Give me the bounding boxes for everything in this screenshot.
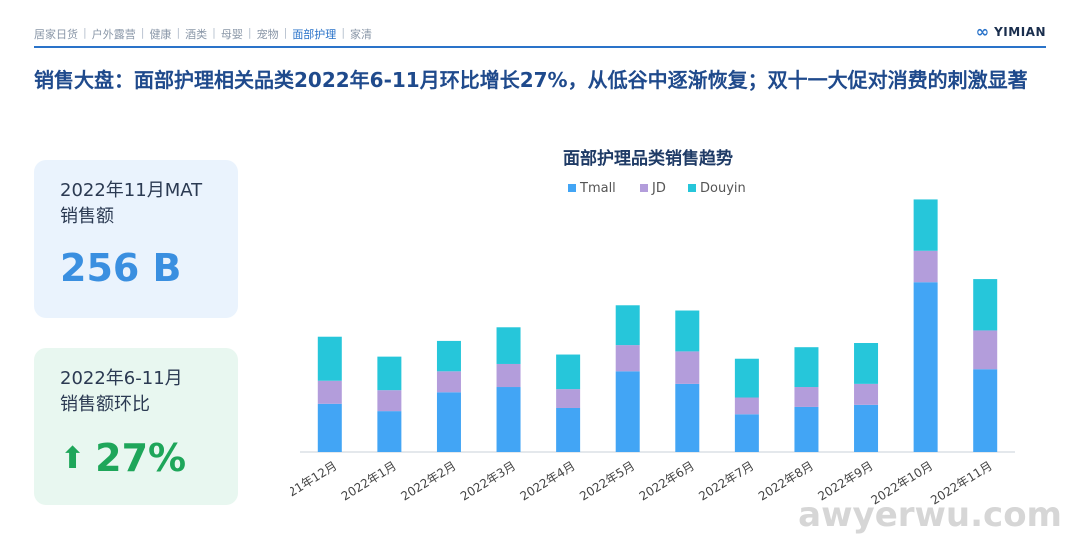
bar-jd xyxy=(734,397,759,415)
bar-tmall xyxy=(913,282,938,452)
bar-tmall xyxy=(675,383,700,452)
nav-item[interactable]: 家清 xyxy=(350,28,373,41)
bar-jd xyxy=(675,351,700,384)
bar-tmall xyxy=(436,392,461,452)
kpi-value: 27% xyxy=(95,436,187,480)
page-headline: 销售大盘：面部护理相关品类2022年6-11月环比增长27%，从低谷中逐渐恢复；… xyxy=(34,68,1028,92)
logo: ∞ YIMIAN xyxy=(976,22,1046,41)
bar-jd xyxy=(496,363,521,388)
bar-tmall xyxy=(496,387,521,452)
legend-swatch xyxy=(688,184,696,192)
bar-tmall xyxy=(377,411,402,452)
bar-douyin xyxy=(615,305,640,346)
bar-tmall xyxy=(854,404,879,452)
bar-douyin xyxy=(436,340,461,372)
nav-item[interactable]: 健康 xyxy=(149,28,172,41)
up-arrow-icon: ⬆ xyxy=(60,440,86,476)
kpi-label-line1: 2022年6-11月 xyxy=(60,368,183,389)
x-tick-label: 2022年1月 xyxy=(339,459,399,504)
legend-swatch xyxy=(568,184,576,192)
bar-jd xyxy=(615,345,640,372)
bar-douyin xyxy=(854,343,879,384)
logo-mark-icon: ∞ xyxy=(975,22,990,41)
nav-separator: | xyxy=(341,26,346,39)
x-tick-label: 2022年7月 xyxy=(696,459,756,504)
x-tick-label: 2022年4月 xyxy=(518,459,578,504)
chart-title: 面部护理品类销售趋势 xyxy=(563,148,733,169)
bar-tmall xyxy=(615,371,640,452)
bar-douyin xyxy=(973,279,998,331)
bar-jd xyxy=(854,383,879,405)
bar-jd xyxy=(436,371,461,393)
nav-item[interactable]: 户外露营 xyxy=(91,28,136,41)
nav-item[interactable]: 宠物 xyxy=(256,28,279,41)
bar-tmall xyxy=(317,403,342,452)
legend-swatch xyxy=(640,184,648,192)
bar-jd xyxy=(377,390,402,412)
header-rule xyxy=(34,46,1046,48)
legend-label: JD xyxy=(651,181,666,196)
x-tick-label: 2021年12月 xyxy=(290,459,339,508)
nav-separator: | xyxy=(140,26,145,39)
bar-douyin xyxy=(556,354,581,390)
x-tick-label: 2022年5月 xyxy=(577,459,637,504)
bar-jd xyxy=(913,250,938,283)
bar-douyin xyxy=(496,327,521,364)
bar-jd xyxy=(794,387,819,407)
nav-separator: | xyxy=(283,26,288,39)
nav-item[interactable]: 酒类 xyxy=(185,28,208,41)
kpi-label-line2: 销售额 xyxy=(60,206,114,227)
bar-jd xyxy=(317,380,342,404)
legend-label: Tmall xyxy=(579,181,616,196)
kpi-value-row: ⬆ 27% xyxy=(60,436,238,480)
nav-item[interactable]: 居家日货 xyxy=(34,28,78,41)
nav-separator: | xyxy=(83,26,87,39)
nav-item[interactable]: 母婴 xyxy=(220,28,243,41)
x-tick-label: 2022年2月 xyxy=(398,459,458,504)
bar-douyin xyxy=(675,310,700,352)
bar-douyin xyxy=(377,356,402,391)
bar-douyin xyxy=(794,347,819,388)
nav-separator: | xyxy=(212,26,216,39)
kpi-card-mat: 2022年11月MAT 销售额 256 B xyxy=(34,160,238,318)
bar-tmall xyxy=(734,414,759,452)
bar-douyin xyxy=(913,199,938,251)
kpi-value: 256 B xyxy=(60,246,182,290)
bar-douyin xyxy=(317,336,342,381)
nav-separator: | xyxy=(176,26,181,39)
site-watermark: awyerwu.com xyxy=(798,495,1062,535)
nav-item[interactable]: 面部护理 xyxy=(292,28,337,41)
kpi-label-line1: 2022年11月MAT xyxy=(60,180,203,201)
bar-tmall xyxy=(556,407,581,452)
bar-jd xyxy=(973,330,998,370)
top-nav: 居家日货 | 户外露营 | 健康 | 酒类 | 母婴 | 宠物 | 面部护理 | 家清 xyxy=(34,26,372,42)
nav-separator: | xyxy=(247,26,252,39)
x-tick-label: 2022年3月 xyxy=(458,459,518,504)
x-tick-label: 2022年6月 xyxy=(637,459,697,504)
logo-text: YIMIAN xyxy=(994,24,1046,39)
legend-label: Douyin xyxy=(700,181,746,196)
bar-tmall xyxy=(973,369,998,452)
kpi-card-growth: 2022年6-11月 销售额环比 ⬆ 27% xyxy=(34,348,238,505)
bar-douyin xyxy=(734,358,759,398)
kpi-label-line2: 销售额环比 xyxy=(60,394,150,415)
bar-tmall xyxy=(794,406,819,452)
bar-jd xyxy=(556,389,581,408)
